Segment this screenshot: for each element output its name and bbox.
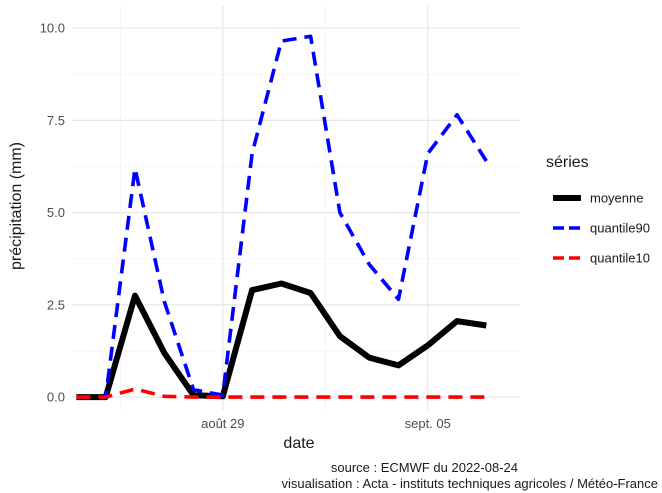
x-tick-label: août 29 xyxy=(201,416,244,431)
series-line-moyenne xyxy=(76,280,487,401)
source-caption: source : ECMWF du 2022-08-24 xyxy=(330,460,518,475)
x-axis-ticks: août 29 sept. 05 xyxy=(201,416,451,431)
y-axis-ticks: 0.0 2.5 5.0 7.5 10.0 xyxy=(40,21,65,405)
y-tick-label: 0.0 xyxy=(47,390,65,405)
legend-label-moyenne: moyenne xyxy=(590,191,643,206)
visualisation-caption: visualisation : Acta - instituts techniq… xyxy=(281,476,658,491)
legend-label-quantile90: quantile90 xyxy=(590,221,650,236)
series-lines xyxy=(76,34,488,401)
legend-title: séries xyxy=(546,154,589,171)
x-axis-label: date xyxy=(283,435,314,452)
legend-label-quantile10: quantile10 xyxy=(590,251,650,266)
series-line-quantile10 xyxy=(76,387,487,399)
legend: séries moyenne quantile90 quantile10 xyxy=(546,154,650,266)
x-tick-label: sept. 05 xyxy=(405,416,451,431)
grid xyxy=(72,6,520,410)
series-line-quantile90 xyxy=(76,34,488,399)
y-axis-label: précipitation (mm) xyxy=(8,142,25,270)
y-tick-label: 5.0 xyxy=(47,205,65,220)
y-tick-label: 2.5 xyxy=(47,297,65,312)
y-tick-label: 7.5 xyxy=(47,113,65,128)
y-tick-label: 10.0 xyxy=(40,21,65,36)
